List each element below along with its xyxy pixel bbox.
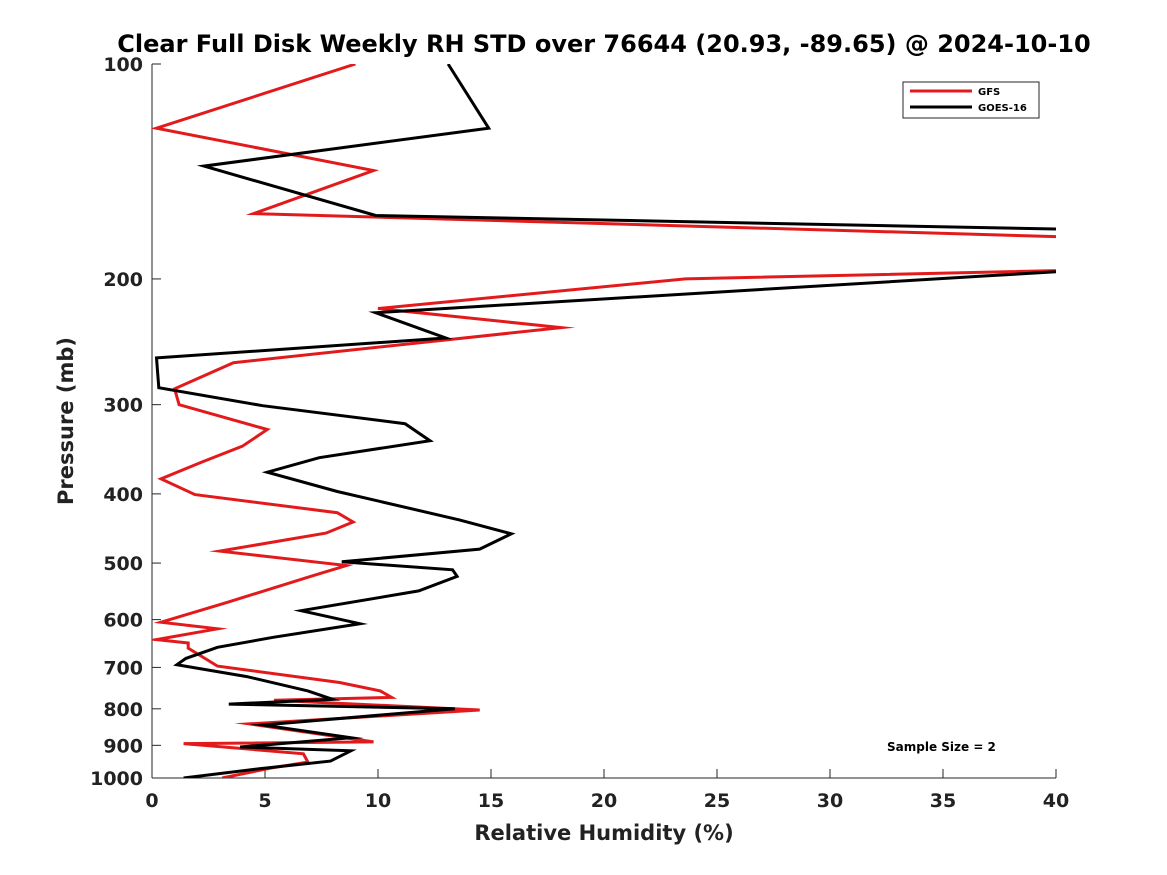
x-tick-label: 5 xyxy=(258,790,271,812)
plot-axes xyxy=(151,64,1056,779)
y-tick-label: 400 xyxy=(103,484,143,506)
legend-gfs-label: GFS xyxy=(978,87,1000,98)
y-axis-ticks: 100 200 300 400 500 600 700 800 900 1000 xyxy=(90,54,161,790)
x-tick-label: 20 xyxy=(591,790,617,812)
x-tick-label: 40 xyxy=(1043,790,1069,812)
y-tick-label: 700 xyxy=(103,657,143,679)
y-tick-label: 300 xyxy=(103,395,143,417)
sample-size-annotation: Sample Size = 2 xyxy=(887,740,996,754)
legend-box xyxy=(902,81,1040,119)
x-tick-label: 25 xyxy=(704,790,730,812)
y-tick-label: 600 xyxy=(103,610,143,632)
y-tick-label: 200 xyxy=(103,269,143,291)
series-line-gfs xyxy=(152,64,1056,778)
chart-title: Clear Full Disk Weekly RH STD over 76644… xyxy=(117,30,1090,58)
legend-goes16-label: GOES-16 xyxy=(978,103,1027,114)
y-axis-label: Pressure (mb) xyxy=(54,337,78,505)
y-tick-label: 500 xyxy=(103,553,143,575)
x-axis-label: Relative Humidity (%) xyxy=(474,821,733,845)
chart-legend: GFS GOES-16 xyxy=(902,81,1040,119)
x-tick-label: 10 xyxy=(365,790,391,812)
y-tick-label: 100 xyxy=(103,54,143,76)
x-tick-label: 30 xyxy=(817,790,843,812)
y-tick-label: 900 xyxy=(103,735,143,757)
y-tick-label: 1000 xyxy=(90,768,143,790)
series-line-goes-16 xyxy=(154,64,1056,778)
x-tick-label: 15 xyxy=(478,790,504,812)
x-tick-label: 0 xyxy=(145,790,158,812)
series-layer xyxy=(152,64,1056,778)
y-tick-label: 800 xyxy=(103,699,143,721)
x-axis-ticks: 0 5 10 15 20 25 30 35 40 xyxy=(145,769,1069,812)
x-tick-label: 35 xyxy=(930,790,956,812)
